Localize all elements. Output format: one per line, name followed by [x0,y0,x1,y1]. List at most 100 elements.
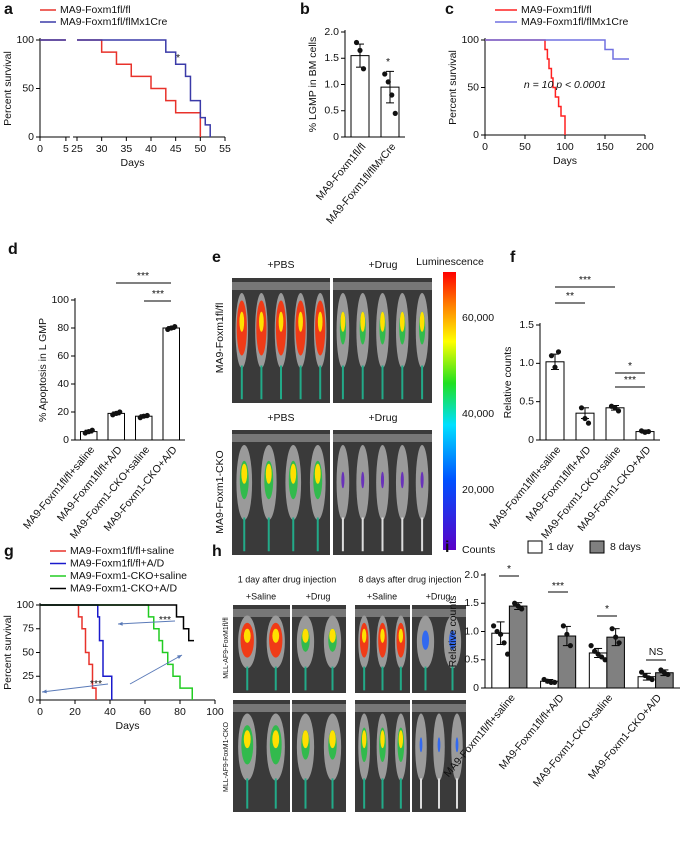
x-tick-label: 50 [519,141,531,153]
arrow [41,683,109,693]
bar [107,412,125,441]
data-point [389,92,395,98]
signal [421,630,430,650]
scale-label: 60,000 [462,312,494,324]
scale-label: 20,000 [462,484,494,496]
signal-core [290,463,297,484]
y-tick-label: 1.5 [519,319,534,331]
signal-core [380,628,385,643]
y-tick-label: 1.0 [324,78,339,90]
data-point [357,47,363,53]
mouse-images [232,278,466,812]
data-point [498,631,504,637]
data-point [567,643,574,649]
survival-line [40,604,97,700]
y-tick-label: 20 [57,406,69,418]
signal-core [360,311,366,332]
signal-core [278,311,284,332]
signal [341,471,345,489]
data-point [639,669,645,675]
data-point [385,79,391,85]
arrow [129,654,183,685]
row-label: MA9-Foxm1-CKO [214,450,226,533]
y-tick-label: 0.5 [324,105,339,117]
panel-label: c [445,1,454,18]
image-rail [333,434,432,442]
image-rail [292,704,346,712]
signal-core [398,628,404,643]
legend-label: MA9-Foxm1fl/flMx1Cre [521,16,629,28]
y-tick-label: 1.5 [464,597,479,609]
signal-core [302,730,309,749]
y-tick-label: 0 [28,131,34,143]
legend-label: MA9-Foxm1fl/fl+saline [70,545,174,557]
signal-core [361,628,367,643]
row-label: MA9-Foxm1fl/fl [214,303,226,374]
column-label: +Saline [367,591,397,601]
annotation: *** [579,274,591,286]
data-point [595,651,601,657]
survival-line [485,39,566,135]
signal [455,737,459,753]
arrow-head [177,655,182,659]
data-point [613,634,619,640]
header-label: 8 days after drug injection [358,574,461,584]
x-tick-label: 35 [120,143,132,155]
y-tick-label: 100 [461,34,479,46]
image-rail [412,609,466,617]
signal-core [239,311,245,332]
y-tick-label: 100 [16,599,34,611]
annotation: *** [137,270,149,282]
y-axis-label: Percent survival [447,50,459,125]
image-rail [412,704,466,712]
panel-label: d [8,241,18,258]
y-axis-label: Percent survival [2,51,14,126]
y-axis-label: % Apoptosis in L GMP [37,318,49,422]
panel-label: h [212,543,222,560]
x-tick-label: 30 [96,143,108,155]
data-point [609,626,615,632]
y-tick-label: 1.5 [324,52,339,64]
x-tick-label: 25 [71,143,83,155]
signal-core [380,311,385,332]
annotation: * [176,52,180,64]
data-point [592,648,598,654]
y-tick-label: 40 [57,378,69,390]
color-scale [443,272,456,550]
y-tick-label: 100 [16,34,34,46]
legend-label: MA9-Foxm1fl/flMx1Cre [60,16,168,28]
annotation: n = 10 p < 0.0001 [524,79,606,91]
y-tick-label: 2.0 [324,26,339,38]
y-tick-label: 100 [51,294,69,306]
y-tick-label: 0 [528,434,534,446]
panel-label: f [510,249,516,266]
bar [508,605,528,689]
x-tick-label: 40 [145,143,157,155]
annotation: * [628,360,632,372]
data-point [578,405,585,411]
data-point [560,623,567,629]
y-tick-label: 25 [22,670,34,682]
annotation: *** [624,374,636,386]
survival-line [485,39,629,60]
y-axis-label: Relative counts [447,596,459,668]
y-tick-label: 50 [467,81,479,93]
y-tick-label: 50 [22,646,34,658]
data-point [616,640,622,646]
scale-label: Counts [462,544,495,556]
bar [545,361,565,441]
data-point [564,631,570,637]
data-point [612,405,618,411]
data-point [494,628,500,635]
row-label: MLL-AF9-FoxM1-CKO [223,721,230,792]
x-tick-label: 5 [63,143,69,155]
x-tick-label: 40 [104,706,116,718]
image-rail [355,704,410,712]
header-label: 1 day after drug injection [238,574,337,584]
arrow [117,620,176,625]
x-tick-label: MA9-Foxm1-CKO+saline [531,692,615,789]
annotation: *** [552,580,564,592]
panel-label: e [212,249,221,266]
survival-line [40,604,113,700]
